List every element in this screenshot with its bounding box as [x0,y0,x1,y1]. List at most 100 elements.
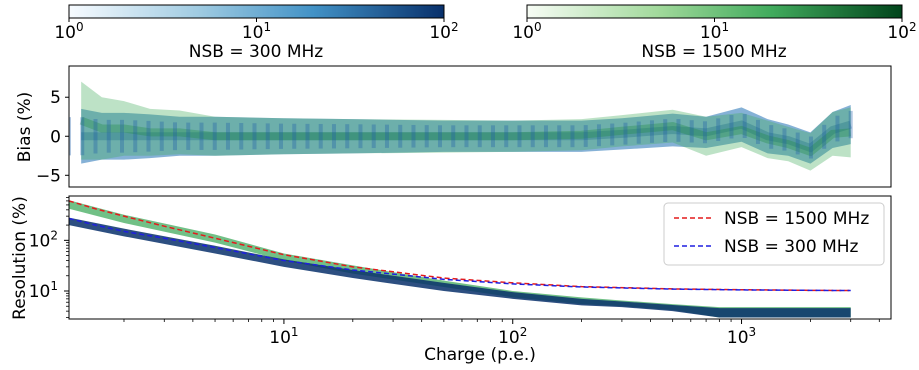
bias-band-300 [81,105,851,164]
colorbar-blue-tick-label: 100 [54,20,83,43]
bias-band-1500 [81,81,851,171]
resolution-axes-frame [68,195,892,320]
colorbar-blue-gradient [68,4,445,19]
bias-cell [265,123,270,150]
bias-cell [596,124,601,147]
bias-cell [305,123,310,149]
colorbar-green-tick-label: 101 [700,20,729,43]
bias-cell [252,123,257,150]
bias-cell [345,124,350,149]
resolution-panel: 101 102 101 102 103 Resolution (%) Charge (… [10,195,892,365]
bias-cell [755,119,760,144]
colorbar-green: 100 101 102 NSB = 1500 MHz [512,4,917,62]
colorbar-green-ticks: 100 101 102 [512,18,917,43]
colorbar-blue-title: NSB = 300 MHz [189,42,324,62]
bias-cell [835,115,840,142]
resolution-ylabel: Resolution (%) [10,196,30,320]
resolution-x-tick-label: 101 [269,325,298,348]
resolution-x-tick-label: 102 [498,325,527,348]
bias-cell [292,123,297,149]
bias-axes-frame [68,65,892,188]
bias-cell [716,118,721,141]
resolution-x-ticks: 101 102 103 [123,319,880,348]
bias-cell [133,120,138,153]
resolution-y-tick-label: 102 [29,228,58,251]
legend: NSB = 1500 MHz NSB = 300 MHz [663,202,885,266]
colorbar-green-gradient [526,4,903,19]
resolution-xlabel: Charge (p.e.) [424,345,536,365]
bias-cell [212,122,217,150]
bias-panel: 5 0 −5 Bias (%) [15,65,892,188]
bias-cell [371,124,376,149]
bias-cell [278,123,283,149]
bias-cell [411,124,416,148]
bias-core-1500 [79,116,852,157]
bias-cell [583,125,588,147]
legend-box [663,202,885,266]
legend-label-300: NSB = 300 MHz [724,237,859,257]
bias-cell [186,122,191,150]
bias-cell [477,125,482,148]
bias-cell [729,115,734,139]
bias-cell [504,125,509,148]
colorbar-blue: 100 101 102 NSB = 300 MHz [54,4,459,62]
colorbar-blue-tick-label: 102 [429,20,458,43]
resolution-line-300 [69,217,851,292]
bias-cell [490,125,495,148]
bias-cell [742,113,747,138]
bias-cell [822,124,827,149]
bias-cell [676,119,681,142]
bias-cell [769,125,774,149]
bias-cell [106,119,111,153]
resolution-lines [69,200,851,292]
colorbar-green-tick-label: 100 [512,20,541,43]
bias-cell [119,119,124,153]
bias-y-ticks: 5 0 −5 [36,88,69,186]
bias-cell [464,125,469,148]
bias-cell [623,122,628,145]
bias-cell [570,125,575,148]
bias-cell [636,121,641,144]
bias-cell [689,120,694,143]
bias-cell [225,122,230,150]
bias-cell [848,110,853,139]
colorbar-green-title: NSB = 1500 MHz [641,42,786,62]
bias-ylabel: Bias (%) [15,92,35,162]
bias-cell [557,125,562,148]
bias-cell [159,121,164,151]
legend-label-1500: NSB = 1500 MHz [724,209,869,229]
bias-cell [663,119,668,142]
resolution-y-tick-label: 101 [29,279,58,302]
bias-cell [80,117,85,156]
bias-cell [172,122,177,151]
resolution-line-1500 [69,200,851,292]
bias-cell [199,122,204,150]
bias-cell [782,128,787,151]
bias-cell [331,124,336,149]
colorbar-blue-tick-label: 101 [242,20,271,43]
bias-cell [808,136,813,159]
bias-cell [398,124,403,148]
bias-cell [649,120,654,143]
bias-y-tick-label: 5 [50,88,61,108]
bias-cell [358,124,363,149]
bias-cell [146,120,151,152]
bias-cell [451,125,456,148]
colorbar-blue-ticks: 100 101 102 [54,18,459,43]
colorbar-green-tick-label: 102 [887,20,916,43]
bias-cell [610,123,615,146]
bias-y-tick-label: −5 [36,166,61,186]
bias-cell [530,125,535,148]
bias-cell [437,125,442,148]
bias-y-tick-label: 0 [50,127,61,147]
bias-cell [424,125,429,148]
bias-cell [239,123,244,150]
bias-cell [384,124,389,148]
resolution-y-ticks: 101 102 [29,197,69,318]
bias-cell [318,123,323,149]
bias-heatmap [69,81,853,171]
bias-cell [702,121,707,144]
bias-cell [93,119,98,154]
bias-cell [543,125,548,148]
